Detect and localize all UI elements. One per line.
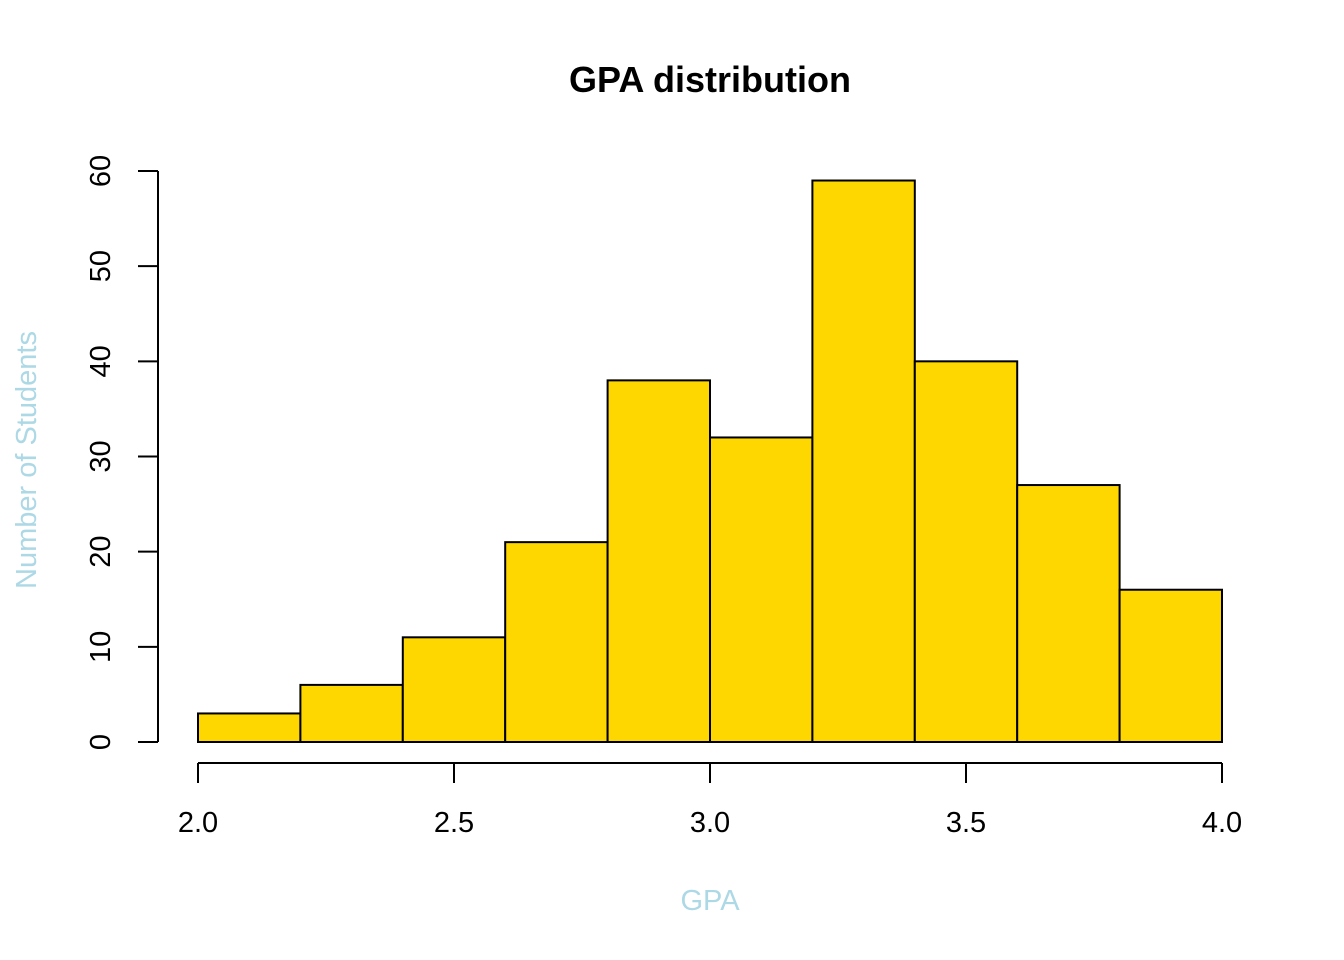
x-tick-label: 3.5 (946, 807, 986, 839)
histogram-bar (913, 360, 1019, 743)
y-axis: 0 10 20 30 40 50 60 (85, 155, 159, 750)
histogram-bar (504, 541, 609, 744)
x-tick-label: 2.0 (178, 807, 218, 839)
histogram-bar (197, 712, 302, 744)
x-axis: 2.0 2.5 3.0 3.5 4.0 (178, 762, 1242, 839)
y-tick-label: 60 (85, 155, 117, 187)
x-tick-label: 2.5 (434, 807, 474, 839)
histogram-bar (299, 683, 404, 744)
y-axis-label: Number of Students (11, 331, 43, 589)
histogram-bar (401, 636, 507, 743)
y-tick-label: 10 (85, 631, 117, 663)
y-tick-label: 40 (85, 345, 117, 377)
histogram-bar (811, 179, 916, 743)
x-axis-label: GPA (680, 885, 740, 917)
chart-title: GPA distribution (569, 59, 851, 100)
x-tick-label: 4.0 (1202, 807, 1242, 839)
y-tick-label: 50 (85, 250, 117, 282)
bars-group (197, 179, 1223, 744)
x-tick-label: 3.0 (690, 807, 730, 839)
y-tick-label: 30 (85, 440, 117, 472)
histogram-bar (1118, 588, 1223, 743)
y-tick-label: 20 (85, 536, 117, 568)
histogram-bar (1016, 484, 1121, 743)
histogram-bar (709, 436, 814, 743)
y-tick-label: 0 (85, 734, 117, 750)
histogram-bar (606, 379, 711, 743)
